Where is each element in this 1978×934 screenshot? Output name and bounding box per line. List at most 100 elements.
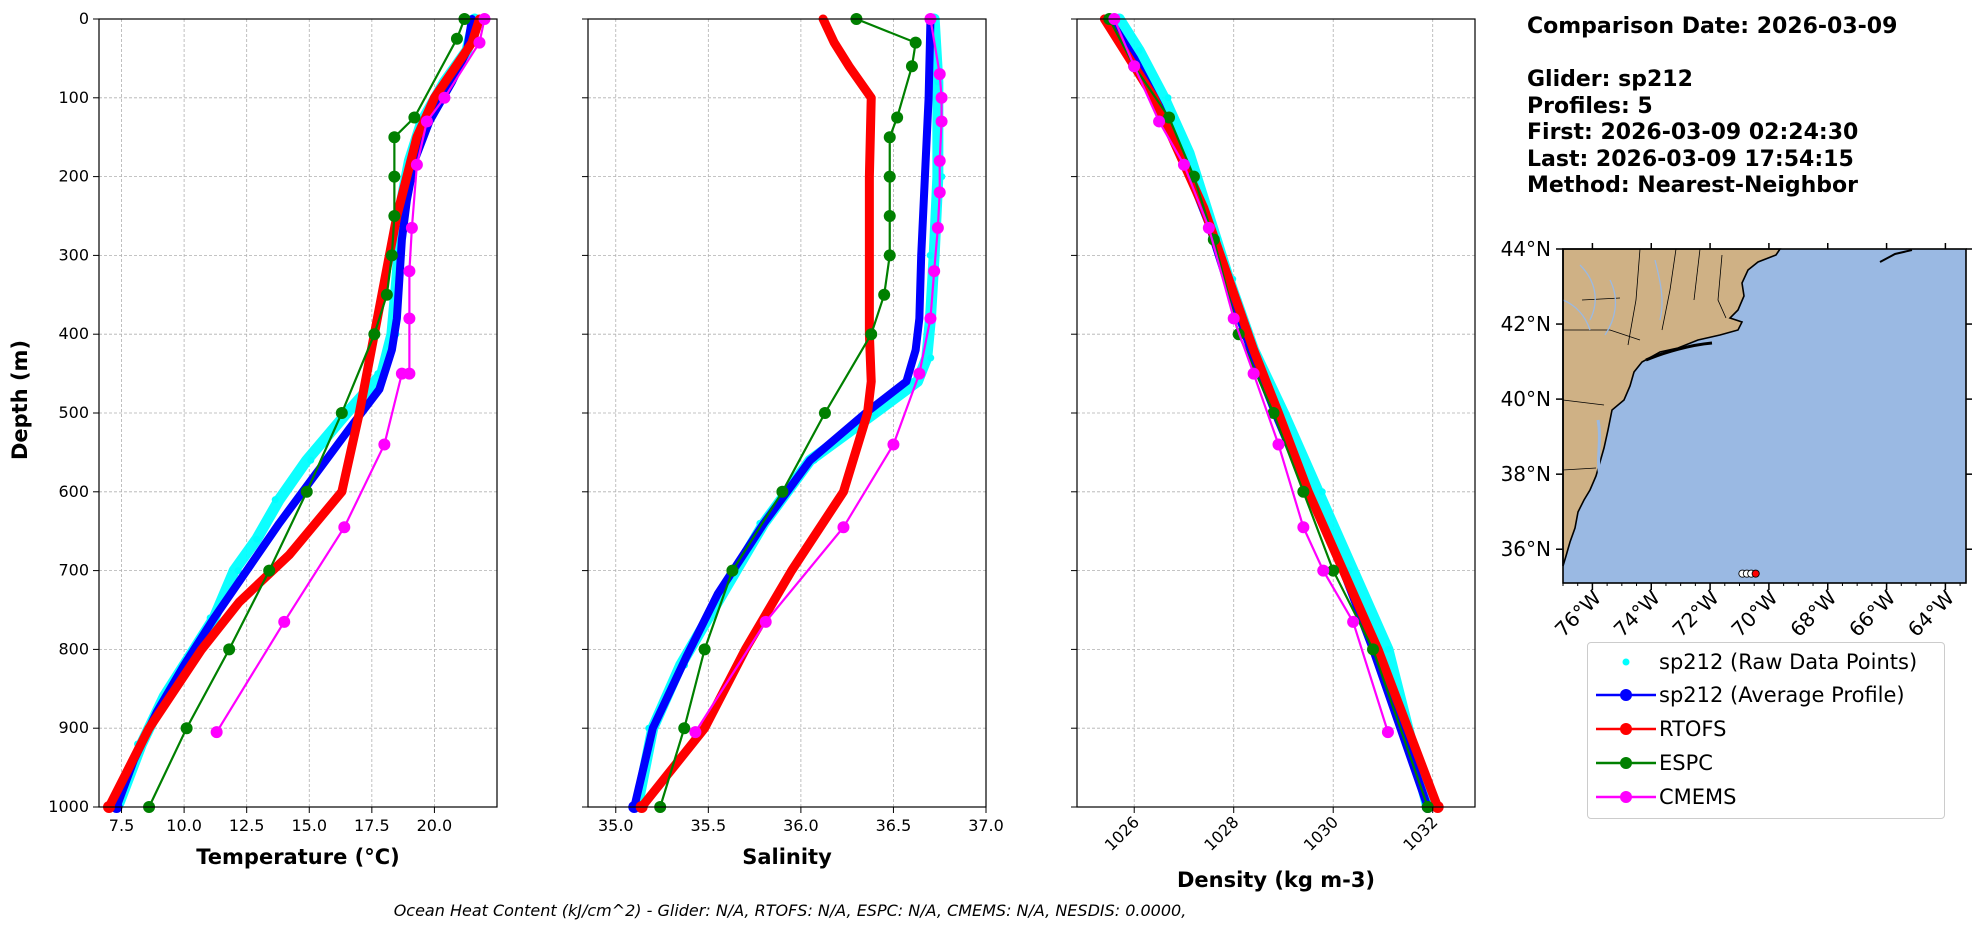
map-river [1604,279,1617,336]
series-average-line [112,15,476,811]
y-tick-label: 200 [58,167,89,186]
raw-data-point [927,354,935,362]
series-marker [388,131,401,144]
map-lat-label: 38°N [1501,462,1551,486]
x-tick-label: 1032 [1399,812,1441,854]
series-marker [883,131,896,144]
series-marker [335,407,348,419]
legend: sp212 (Raw Data Points) sp212 (Average P… [1587,642,1945,819]
legend-item-rtofs: RTOFS [1588,714,1944,744]
series-average-line [630,15,935,811]
series-marker [928,265,941,278]
x-tick-label: 1028 [1200,812,1242,854]
series-marker [1272,438,1285,451]
y-tick-label: 100 [58,88,89,107]
series-marker [263,564,276,577]
series-marker [278,615,291,628]
glider-location-marker [1751,569,1760,578]
series-marker [1153,115,1166,128]
series-marker [905,60,918,73]
series-marker [933,186,946,199]
info-box: Comparison Date: 2026-03-09 Glider: sp21… [1527,14,1897,200]
method: Method: Nearest-Neighbor [1527,173,1858,198]
series-marker [1267,407,1280,419]
map-state-border [1693,248,1701,301]
series-rtofs-line [637,14,876,812]
series-marker [450,32,463,45]
map-chesapeake-bay [1596,419,1602,476]
series-marker [1297,521,1310,534]
series-marker [1202,221,1215,234]
ocean-heat-content-footer: Ocean Heat Content (kJ/cm^2) - Glider: N… [393,901,1187,920]
legend-label: RTOFS [1659,717,1727,741]
x-tick-label: 1026 [1101,812,1143,854]
x-axis-label: Density (kg m-3) [1177,868,1375,892]
series-marker [1347,615,1360,628]
series-marker [385,249,398,262]
legend-item-average: sp212 (Average Profile) [1588,680,1944,710]
map-state-border [1717,254,1727,319]
raw-data-point [374,370,382,378]
series-marker [1381,726,1394,739]
legend-label: ESPC [1659,751,1713,775]
y-tick-label: 1000 [48,797,89,816]
series-marker [726,564,739,577]
series-marker [933,68,946,81]
series-marker [1247,367,1260,380]
series-marker [1128,60,1141,73]
series-espc-line [659,17,917,808]
raw-data-point [1384,645,1392,653]
map-lon-label: 66°W [1844,585,1900,641]
legend-item-cmems: CMEMS [1588,782,1944,812]
y-tick-label: 300 [58,245,89,264]
series-marker [931,221,944,234]
series-marker [388,210,401,222]
legend-label: sp212 (Average Profile) [1659,683,1905,707]
series-marker [933,154,946,167]
series-marker [1367,643,1380,656]
map-state-border [1562,467,1597,471]
x-tick-label: 1030 [1300,812,1342,854]
map-lat-label: 40°N [1501,387,1551,411]
raw-data-point [1135,47,1143,55]
series-marker [776,485,789,498]
series-marker [924,312,937,325]
series-marker [388,170,401,183]
series-marker [438,91,451,104]
map-river [1654,259,1663,321]
legend-swatch-espc [1596,757,1656,769]
map-lat-label: 42°N [1501,312,1551,336]
series-marker [818,407,831,419]
series-marker [223,643,236,656]
legend-item-raw: sp212 (Raw Data Points) [1588,647,1944,677]
y-tick-label: 500 [58,403,89,422]
y-tick-label: 600 [58,482,89,501]
y-tick-label: 0 [79,9,89,28]
x-axis-label: Salinity [742,845,832,869]
map-frame [1562,248,1967,584]
raw-data-point [271,496,279,504]
series-marker [380,288,393,301]
x-tick-label: 36.0 [783,816,819,835]
series-marker [210,726,223,739]
x-tick-label: 7.5 [109,816,134,835]
map-nova-scotia [1879,249,1913,263]
map-state-border [1563,329,1641,341]
x-tick-label: 35.5 [691,816,727,835]
salinity-panel: 35.0 35.5 36.0 36.5 37.0 Salinity [582,13,1004,869]
series-marker [338,521,351,534]
y-tick-label: 700 [58,561,89,580]
series-marker [378,438,391,451]
x-axis-label: Temperature (°C) [196,845,399,869]
comparison-date: Comparison Date: 2026-03-09 [1527,14,1898,39]
x-tick-label: 15.0 [291,816,327,835]
map-long-island [1645,341,1713,362]
series-marker [865,328,878,341]
series-marker [837,521,850,534]
series-marker [180,722,193,735]
raw-data-point [926,251,934,259]
legend-swatch-cmems [1596,791,1656,803]
plot-frame [98,18,498,808]
map-lon-label: 74°W [1609,585,1665,641]
